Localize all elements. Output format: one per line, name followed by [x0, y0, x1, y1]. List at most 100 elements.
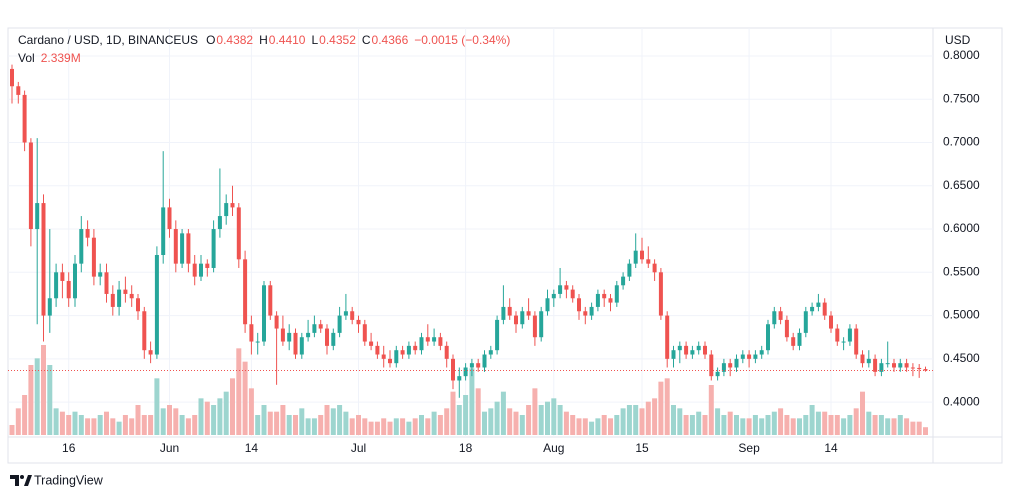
volume-bar	[910, 421, 916, 435]
candle-body	[73, 263, 77, 299]
candle-body	[551, 293, 556, 299]
y-tick-label: 0.6500	[943, 178, 980, 192]
candle-body	[709, 354, 714, 377]
candle-body	[463, 367, 468, 377]
volume-bar	[28, 365, 34, 435]
volume-bar	[746, 418, 752, 435]
volume-bar	[626, 405, 632, 435]
volume-bar	[230, 378, 235, 435]
volume-bar	[337, 405, 343, 435]
volume-bar	[771, 411, 777, 435]
candle-body	[148, 350, 153, 355]
volume-bar	[853, 408, 859, 435]
volume-legend-value: 2.339M	[41, 51, 81, 65]
y-tick-label: 0.5000	[943, 308, 980, 322]
volume-bar	[211, 405, 217, 435]
x-tick-label: Sep	[738, 441, 760, 455]
volume-bar	[437, 415, 443, 435]
candle-body	[898, 363, 903, 368]
candle-body	[451, 358, 455, 381]
volume-bar	[828, 415, 834, 435]
volume-bar	[104, 411, 109, 435]
volume-bar	[330, 408, 336, 435]
volume-bar	[456, 405, 462, 435]
volume-bar	[734, 415, 739, 435]
legend-value: 0.4382	[216, 33, 253, 47]
volume-bar	[620, 408, 626, 435]
volume-bar	[41, 345, 46, 435]
volume-bar	[85, 418, 91, 435]
legend: Cardano / USD, 1D, BINANCEUS O 0.4382 H 0.44…	[18, 33, 510, 65]
candle-body	[684, 345, 689, 355]
logo-mark	[24, 475, 32, 486]
volume-bar	[387, 421, 393, 435]
volume-bar	[192, 415, 198, 435]
volume-bar	[891, 418, 897, 435]
volume-bar	[860, 391, 865, 435]
volume-bar	[122, 415, 128, 435]
volume-bar	[664, 378, 670, 435]
candle-body	[854, 328, 859, 355]
volume-bar	[834, 415, 840, 435]
volume-bar	[368, 421, 374, 435]
candle-body	[369, 341, 374, 346]
candle-body	[627, 263, 632, 277]
candle-body	[293, 332, 298, 355]
volume-bar	[400, 418, 406, 435]
candle-body	[803, 311, 808, 333]
candle-body	[646, 259, 651, 264]
candle-body	[892, 363, 896, 368]
volume-bar	[570, 415, 576, 435]
legend-value: 0.4366	[372, 33, 409, 47]
volume-bar	[463, 395, 469, 435]
y-tick-label: 0.4500	[943, 351, 980, 365]
candle-body	[614, 285, 619, 303]
candle-body	[589, 306, 594, 316]
candle-body	[16, 86, 21, 95]
volume-bar	[97, 415, 103, 435]
legend-key: L	[311, 33, 318, 47]
candle-body	[847, 328, 852, 342]
candle-body	[388, 358, 392, 364]
volume-bar	[551, 398, 557, 435]
volume-bar	[878, 415, 884, 435]
candle-body	[274, 315, 279, 329]
volume-bar	[721, 415, 727, 435]
x-tick-label: 14	[245, 441, 259, 455]
volume-bar	[494, 401, 500, 435]
candle-body	[243, 259, 248, 325]
candle-body	[129, 293, 134, 299]
volume-bar	[9, 425, 15, 435]
volume-bar	[645, 401, 651, 435]
candle-body	[28, 142, 33, 230]
volume-bar	[683, 415, 689, 435]
volume-bar	[223, 391, 229, 435]
volume-bar	[299, 408, 305, 435]
legend-value: 0.4410	[269, 33, 306, 47]
candle-body	[438, 337, 443, 346]
axis-unit: USD	[945, 33, 971, 47]
volume-bar	[110, 418, 116, 435]
candle-body	[306, 332, 311, 338]
volume-bar	[482, 411, 487, 435]
volume-bar	[280, 405, 286, 435]
volume-bar	[740, 418, 746, 435]
candle-body	[381, 354, 386, 359]
volume-bar	[374, 421, 380, 435]
candle-body	[91, 237, 96, 277]
volume-bar	[204, 401, 210, 435]
candle-body	[570, 289, 575, 299]
candle-body	[469, 363, 474, 368]
x-tick-label: Jul	[351, 441, 366, 455]
volume-bar	[15, 408, 21, 435]
candle-body	[54, 272, 59, 299]
candle-body	[526, 311, 531, 316]
candle-body	[715, 371, 720, 377]
candle-body	[10, 68, 14, 87]
x-tick-label: 18	[459, 441, 473, 455]
candle-body	[457, 376, 462, 381]
candle-body	[797, 332, 802, 346]
volume-bar	[22, 395, 28, 435]
candle-body	[879, 363, 884, 372]
candle-body	[236, 207, 241, 260]
